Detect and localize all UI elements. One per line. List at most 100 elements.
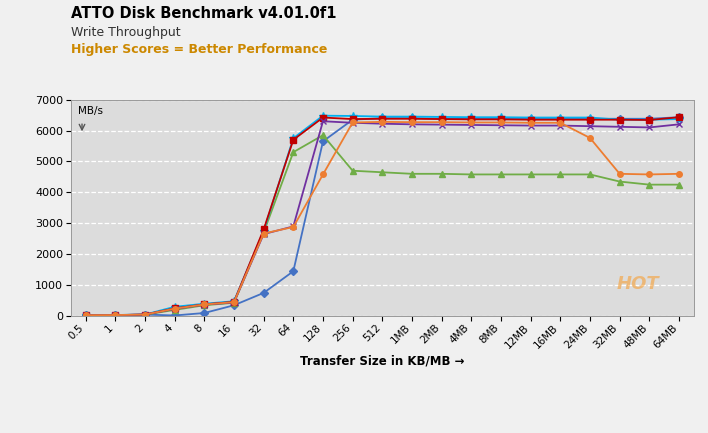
- ADATA XPG Gammix S70 (2TB): [527, 120, 535, 126]
- Samsung SSD 990 Pro (2TB): [171, 304, 179, 310]
- Kingston KC3000 (2TB): [556, 117, 564, 122]
- Phison E18 B47R (2TB): [586, 116, 594, 121]
- Kingston KC3000 (2TB): [171, 306, 179, 311]
- ADATA XPG Gammix S70 (2TB): [408, 120, 416, 125]
- Text: Higher Scores = Better Performance: Higher Scores = Better Performance: [71, 43, 327, 56]
- Samsung SSD 980 Pro (2TB): [586, 172, 594, 177]
- ADATA XPG Gammix S70 Blade (2TB): [408, 122, 416, 127]
- Samsung SSD 980 Pro (2TB): [141, 312, 149, 317]
- Phison E18 B47R (2TB): [200, 310, 209, 316]
- ADATA XPG Gammix S70 (2TB): [319, 172, 327, 177]
- ADATA XPG Gammix S70 Blade (2TB): [615, 124, 624, 129]
- ADATA XPG Gammix S70 (2TB): [229, 300, 238, 305]
- Phison E18 B47R (2TB): [289, 268, 297, 274]
- Phison E18 B47R (2TB): [141, 312, 149, 317]
- ADATA XPG Gammix S70 Blade (2TB): [200, 302, 209, 307]
- Samsung SSD 990 Pro (2TB): [111, 313, 120, 318]
- Phison E18 B47R (2TB): [319, 139, 327, 144]
- Samsung SSD 980 Pro (2TB): [556, 172, 564, 177]
- Samsung SSD 980 Pro (2TB): [171, 307, 179, 313]
- Samsung SSD 990 Pro (2TB): [527, 115, 535, 120]
- ADATA XPG Gammix S70 Blade (2TB): [467, 123, 476, 128]
- Phison E18 B47R (2TB): [171, 313, 179, 318]
- ADATA XPG Gammix S70 (2TB): [348, 120, 357, 125]
- Kingston KC3000 (2TB): [378, 116, 387, 121]
- Samsung SSD 980 Pro (2TB): [289, 149, 297, 155]
- ADATA XPG Gammix S70 (2TB): [675, 171, 683, 176]
- Samsung SSD 990 Pro (2TB): [586, 115, 594, 120]
- ADATA XPG Gammix S70 (2TB): [141, 312, 149, 317]
- ADATA XPG Gammix S70 Blade (2TB): [348, 120, 357, 126]
- Kingston KC3000 (2TB): [645, 117, 653, 123]
- ADATA XPG Gammix S70 (2TB): [289, 224, 297, 229]
- Samsung SSD 990 Pro (2TB): [319, 113, 327, 118]
- Samsung SSD 990 Pro (2TB): [348, 113, 357, 119]
- Samsung SSD 980 Pro (2TB): [497, 172, 506, 177]
- Phison E18 B47R (2TB): [497, 116, 506, 121]
- ADATA XPG Gammix S70 (2TB): [378, 119, 387, 124]
- ADATA XPG Gammix S70 Blade (2TB): [527, 123, 535, 128]
- ADATA XPG Gammix S70 Blade (2TB): [556, 123, 564, 128]
- ADATA XPG Gammix S70 (2TB): [259, 231, 268, 236]
- ADATA XPG Gammix S70 Blade (2TB): [141, 312, 149, 317]
- Line: Samsung SSD 990 Pro (2TB): Samsung SSD 990 Pro (2TB): [81, 112, 683, 319]
- Kingston KC3000 (2TB): [675, 115, 683, 120]
- Line: Phison E18 B47R (2TB): Phison E18 B47R (2TB): [83, 114, 682, 318]
- ADATA XPG Gammix S70 (2TB): [645, 172, 653, 177]
- ADATA XPG Gammix S70 Blade (2TB): [229, 300, 238, 305]
- ADATA XPG Gammix S70 Blade (2TB): [675, 122, 683, 127]
- Line: ADATA XPG Gammix S70 (2TB): ADATA XPG Gammix S70 (2TB): [83, 119, 682, 318]
- ADATA XPG Gammix S70 Blade (2TB): [497, 123, 506, 128]
- Kingston KC3000 (2TB): [586, 117, 594, 122]
- Samsung SSD 990 Pro (2TB): [200, 301, 209, 306]
- ADATA XPG Gammix S70 Blade (2TB): [81, 313, 90, 318]
- ADATA XPG Gammix S70 Blade (2TB): [289, 224, 297, 229]
- Kingston KC3000 (2TB): [467, 117, 476, 122]
- Samsung SSD 980 Pro (2TB): [645, 182, 653, 187]
- ADATA XPG Gammix S70 (2TB): [81, 313, 90, 318]
- Samsung SSD 990 Pro (2TB): [81, 313, 90, 318]
- Phison E18 B47R (2TB): [675, 115, 683, 120]
- Kingston KC3000 (2TB): [200, 302, 209, 307]
- Samsung SSD 980 Pro (2TB): [319, 132, 327, 138]
- Samsung SSD 990 Pro (2TB): [497, 115, 506, 120]
- Samsung SSD 980 Pro (2TB): [229, 300, 238, 305]
- ADATA XPG Gammix S70 (2TB): [556, 120, 564, 126]
- Kingston KC3000 (2TB): [289, 137, 297, 142]
- Samsung SSD 990 Pro (2TB): [438, 114, 446, 120]
- Kingston KC3000 (2TB): [81, 313, 90, 318]
- Samsung SSD 990 Pro (2TB): [378, 114, 387, 119]
- Samsung SSD 980 Pro (2TB): [200, 303, 209, 308]
- ADATA XPG Gammix S70 Blade (2TB): [319, 119, 327, 124]
- Kingston KC3000 (2TB): [348, 116, 357, 122]
- ADATA XPG Gammix S70 (2TB): [497, 120, 506, 125]
- Line: Samsung SSD 980 Pro (2TB): Samsung SSD 980 Pro (2TB): [82, 132, 683, 319]
- Text: ATTO Disk Benchmark v4.01.0f1: ATTO Disk Benchmark v4.01.0f1: [71, 6, 336, 22]
- ADATA XPG Gammix S70 (2TB): [111, 313, 120, 318]
- Phison E18 B47R (2TB): [438, 116, 446, 121]
- Text: Write Throughput: Write Throughput: [71, 26, 181, 39]
- ADATA XPG Gammix S70 Blade (2TB): [645, 125, 653, 130]
- Phison E18 B47R (2TB): [408, 116, 416, 121]
- Samsung SSD 980 Pro (2TB): [467, 172, 476, 177]
- Samsung SSD 980 Pro (2TB): [675, 182, 683, 187]
- Phison E18 B47R (2TB): [615, 116, 624, 121]
- Phison E18 B47R (2TB): [467, 116, 476, 121]
- Kingston KC3000 (2TB): [497, 117, 506, 122]
- Phison E18 B47R (2TB): [378, 116, 387, 121]
- Kingston KC3000 (2TB): [259, 227, 268, 232]
- Samsung SSD 980 Pro (2TB): [259, 230, 268, 235]
- X-axis label: Transfer Size in KB/MB →: Transfer Size in KB/MB →: [300, 354, 464, 367]
- Samsung SSD 980 Pro (2TB): [111, 313, 120, 318]
- Text: HOT: HOT: [617, 275, 659, 293]
- Phison E18 B47R (2TB): [348, 117, 357, 122]
- Samsung SSD 990 Pro (2TB): [259, 229, 268, 234]
- Text: MB/s: MB/s: [79, 106, 103, 116]
- Samsung SSD 980 Pro (2TB): [408, 171, 416, 176]
- Samsung SSD 980 Pro (2TB): [527, 172, 535, 177]
- Kingston KC3000 (2TB): [527, 117, 535, 122]
- ADATA XPG Gammix S70 (2TB): [615, 171, 624, 176]
- Samsung SSD 980 Pro (2TB): [378, 170, 387, 175]
- Line: Kingston KC3000 (2TB): Kingston KC3000 (2TB): [83, 114, 682, 318]
- ADATA XPG Gammix S70 (2TB): [200, 302, 209, 307]
